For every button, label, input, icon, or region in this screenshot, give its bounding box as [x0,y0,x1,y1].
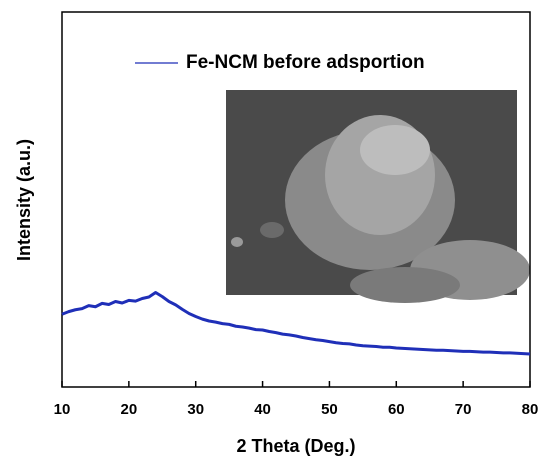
x-tick-label: 10 [54,401,71,418]
y-axis-title: Intensity (a.u.) [14,139,34,261]
x-tick-label: 20 [121,401,138,418]
x-tick-label: 50 [321,401,338,418]
x-tick-label: 70 [455,401,472,418]
data-line [61,291,531,356]
x-tick-label: 40 [254,401,271,418]
plot-frame [61,11,531,388]
sem-inset [226,90,530,303]
x-tick-label: 30 [187,401,204,418]
x-tick-label: 80 [522,401,539,418]
x-tick-label: 60 [388,401,405,418]
x-axis-title: 2 Theta (Deg.) [236,436,355,456]
legend-label: Fe-NCM before adsportion [186,52,425,73]
